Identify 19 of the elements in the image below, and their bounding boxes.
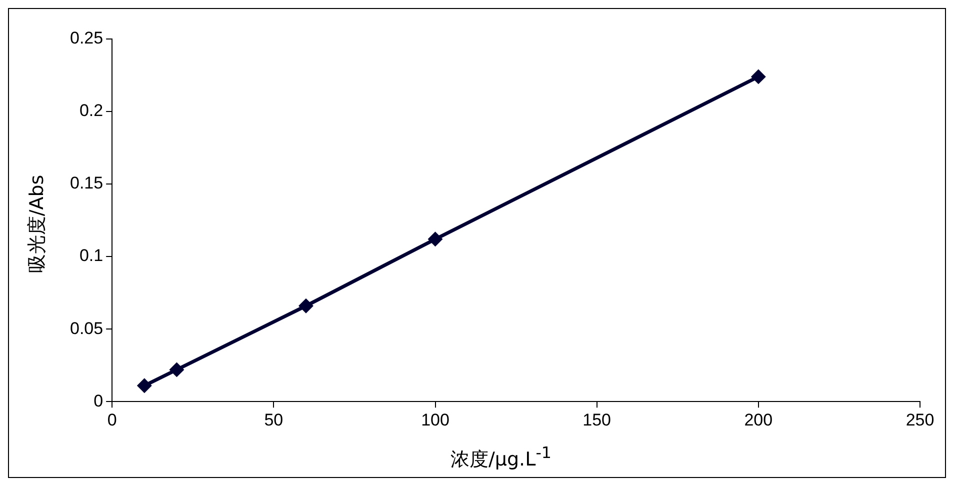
y-tick-label: 0.2 <box>79 101 104 120</box>
y-tick-label: 0.15 <box>70 174 104 193</box>
y-tick-label: 0.05 <box>70 318 104 338</box>
point <box>752 70 766 84</box>
x-tick-label: 0 <box>107 410 117 430</box>
x-tick-label: 250 <box>906 410 934 430</box>
point <box>299 299 313 313</box>
x-tick-label: 50 <box>264 410 284 430</box>
y-tick-label: 0.1 <box>79 246 104 266</box>
x-axis-title: 浓度/μg.L$^{-1}$ <box>450 443 552 472</box>
point <box>428 232 442 246</box>
point <box>138 378 152 392</box>
y-axis-title: 吸光度/Abs <box>25 174 49 274</box>
point <box>170 362 184 376</box>
y-tick-label: 0.25 <box>70 28 104 48</box>
x-tick-label: 200 <box>744 410 773 430</box>
x-tick-label: 100 <box>421 410 450 430</box>
y-tick-label: 0 <box>94 391 104 410</box>
x-tick-label: 150 <box>582 410 612 430</box>
